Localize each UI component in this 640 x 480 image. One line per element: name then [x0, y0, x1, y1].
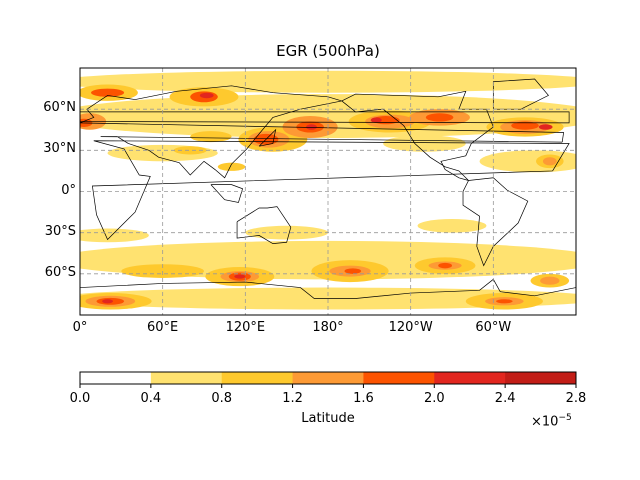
colorbar-segment: [80, 372, 152, 384]
colorbar-offset-text: ×10−5: [531, 413, 572, 430]
colorbar-tick-label: 0.4: [140, 391, 162, 406]
coastline: [258, 128, 277, 147]
colorbar-segment: [434, 372, 506, 384]
contour-patch: [344, 268, 362, 274]
coastline: [80, 85, 565, 179]
colorbar-tick-label: 1.6: [353, 391, 374, 406]
colorbar-label: Latitude: [301, 411, 355, 426]
contour-patch: [80, 228, 149, 243]
coastline: [80, 111, 570, 124]
contour-patch: [80, 70, 576, 93]
x-tick-label: 60°W: [475, 320, 512, 335]
contour-patch: [479, 150, 576, 173]
colorbar-tick-label: 0.0: [69, 391, 91, 406]
contour-patch: [217, 162, 246, 171]
y-tick-label: 30°S: [44, 223, 76, 239]
plot-title: EGR (500hPa): [276, 42, 380, 60]
colorbar-offset-exponent: −5: [558, 413, 572, 423]
contour-patch: [538, 124, 553, 130]
contour-patch: [199, 92, 214, 99]
contour-patch: [234, 274, 246, 279]
colorbar-segment: [505, 372, 577, 384]
contour-patch: [383, 135, 466, 152]
colorbar-tick-label: 2.8: [565, 391, 587, 406]
colorbar-segment: [221, 372, 294, 384]
colorbar-segment: [363, 372, 435, 384]
colorbar-tick-label: 2.4: [494, 391, 516, 406]
contour-patch: [91, 88, 125, 97]
contour-patch: [102, 299, 114, 304]
colorbar-tick-label: 1.2: [282, 391, 303, 406]
x-tick-label: 60°E: [147, 320, 179, 335]
contour-patch: [438, 262, 452, 269]
contour-patch: [511, 121, 539, 130]
colorbar-segment: [150, 372, 223, 384]
x-tick-label: 120°W: [388, 320, 433, 335]
colorbar-tick-label: 0.8: [211, 391, 233, 406]
colorbar-tick-label: 2.0: [423, 391, 445, 406]
x-tick-label: 120°E: [225, 320, 266, 335]
contour-patch: [417, 218, 487, 233]
contour-patch: [540, 276, 560, 285]
contour-patch: [542, 157, 557, 166]
contour-patch: [370, 117, 382, 123]
y-tick-label: 60°S: [44, 264, 76, 280]
contour-patch: [190, 131, 232, 143]
coastline: [210, 184, 244, 203]
contour-patch: [496, 299, 513, 304]
y-tick-label: 60°N: [43, 100, 76, 116]
coastline: [91, 140, 570, 241]
contour-patch: [305, 124, 317, 130]
coastline: [236, 206, 292, 245]
x-tick-label: 0°: [72, 320, 88, 335]
colorbar-segment: [292, 372, 364, 384]
map-frame: [79, 67, 577, 316]
contour-patch: [173, 146, 207, 155]
colorbar-frame: [79, 371, 577, 385]
contour-patch: [425, 113, 454, 122]
y-tick-label: 0°: [61, 182, 76, 198]
x-tick-label: 180°: [312, 320, 344, 335]
y-tick-label: 30°N: [43, 141, 76, 157]
coastline: [80, 278, 576, 299]
